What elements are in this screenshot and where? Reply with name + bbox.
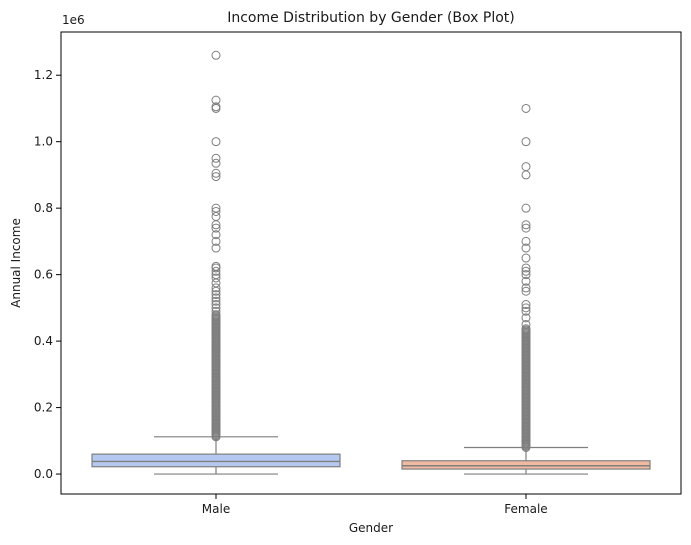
box-female (401, 460, 651, 470)
outlier-point (521, 223, 531, 233)
y-tick-label: 0.8 (34, 201, 53, 215)
outlier-point (521, 220, 531, 230)
outlier-point (521, 270, 531, 280)
outlier-point (521, 266, 531, 276)
outlier-point (211, 236, 221, 246)
outlier-point (211, 172, 221, 182)
outlier-point (211, 158, 221, 168)
outlier-point (211, 168, 221, 178)
y-axis-label: Annual Income (9, 218, 23, 308)
y-tick-label: 0.6 (34, 268, 53, 282)
y-tick-label: 1.0 (34, 135, 53, 149)
box-male (91, 453, 341, 468)
chart-title: Income Distribution by Gender (Box Plot) (227, 10, 515, 26)
outlier-point (211, 153, 221, 163)
outlier-point (521, 253, 531, 263)
outlier-point (521, 324, 531, 334)
outlier-point (521, 170, 531, 180)
outlier-point (521, 203, 531, 213)
outlier-point (211, 137, 221, 147)
outlier-point (521, 283, 531, 293)
outlier-point (211, 306, 221, 316)
outlier-point (521, 319, 531, 329)
outlier-point (521, 236, 531, 246)
outlier-point (211, 230, 221, 240)
outlier-point (211, 203, 221, 213)
x-axis-label: Gender (349, 521, 393, 535)
outlier-point (521, 313, 531, 323)
outlier-point (211, 290, 221, 300)
outlier-point (211, 223, 221, 233)
x-tick-label: Female (504, 502, 547, 516)
outlier-point (521, 303, 531, 313)
outlier-point (211, 95, 221, 105)
y-tick-label: 0.0 (34, 467, 53, 481)
outlier-point (211, 303, 221, 313)
outlier-point (211, 296, 221, 306)
outlier-point (211, 273, 221, 283)
outlier-point (521, 306, 531, 316)
outlier-point (211, 266, 221, 276)
plot-area: 0.0 0.2 0.4 0.6 0.8 1.0 1.2 Male Female (34, 50, 651, 516)
outlier-point (211, 50, 221, 60)
outlier-point (521, 286, 531, 296)
y-tick-label: 0.2 (34, 401, 53, 415)
outlier-point (521, 276, 531, 286)
outlier-point (521, 103, 531, 113)
outlier-point (211, 243, 221, 253)
outlier-point (211, 261, 221, 271)
outlier-point (211, 283, 221, 293)
x-tick-label: Male (202, 502, 230, 516)
outlier-point (521, 263, 531, 273)
outlier-point (521, 137, 531, 147)
outlier-point (211, 310, 221, 320)
outlier-point (211, 102, 221, 112)
y-offset-text: 1e6 (62, 13, 85, 27)
outlier-point (521, 162, 531, 172)
outlier-point (521, 243, 531, 253)
outlier-point (211, 206, 221, 216)
outlier-point (211, 300, 221, 310)
outlier-point (521, 300, 531, 310)
outlier-point (211, 293, 221, 303)
y-tick-label: 1.2 (34, 68, 53, 82)
plot-frame (60, 31, 682, 495)
y-tick-label: 0.4 (34, 334, 53, 348)
